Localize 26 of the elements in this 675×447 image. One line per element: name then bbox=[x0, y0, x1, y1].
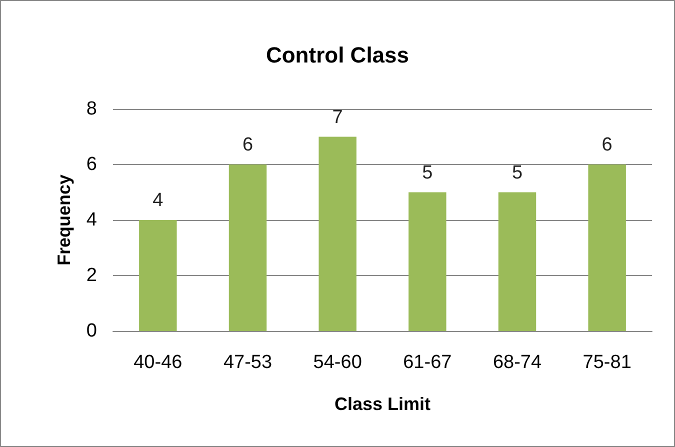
chart-title: Control Class bbox=[266, 42, 410, 68]
data-label: 5 bbox=[422, 162, 433, 184]
x-tick-label: 61-67 bbox=[403, 352, 452, 373]
y-tick-label: 8 bbox=[86, 98, 97, 120]
data-label: 5 bbox=[512, 162, 523, 184]
data-label: 6 bbox=[242, 134, 254, 156]
bar bbox=[408, 192, 446, 331]
bar bbox=[588, 164, 626, 331]
x-axis-title: Class Limit bbox=[334, 394, 431, 414]
y-tick-label: 4 bbox=[86, 210, 98, 230]
bar bbox=[139, 220, 177, 331]
bar bbox=[228, 164, 267, 331]
data-label: 4 bbox=[152, 190, 164, 211]
y-tick-label: 6 bbox=[86, 154, 97, 175]
x-tick-label: 68-74 bbox=[492, 352, 542, 373]
x-tick-label: 40-46 bbox=[134, 352, 182, 373]
x-tick-label: 47-53 bbox=[223, 352, 272, 373]
bar bbox=[498, 192, 536, 331]
y-tick-label: 0 bbox=[86, 320, 97, 342]
bar bbox=[318, 136, 356, 331]
y-tick-label: 2 bbox=[86, 265, 97, 286]
x-tick-label: 54-60 bbox=[313, 352, 362, 373]
y-axis-title: Frequency bbox=[54, 174, 74, 266]
x-tick-label: 75-81 bbox=[582, 352, 632, 373]
data-label: 6 bbox=[602, 134, 612, 156]
data-label: 7 bbox=[332, 106, 343, 128]
